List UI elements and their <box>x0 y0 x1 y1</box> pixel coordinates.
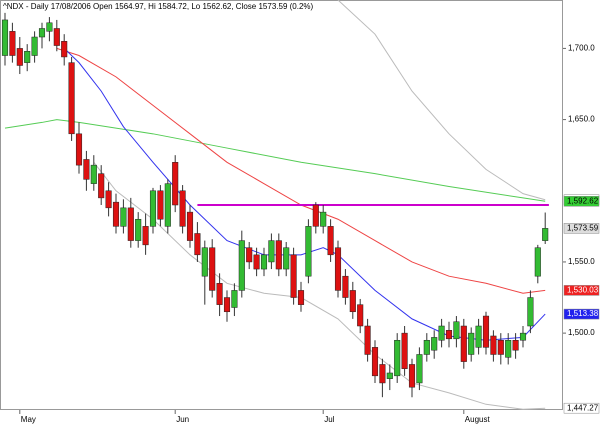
x-tick-label: August <box>465 415 491 424</box>
candle-body <box>24 51 31 63</box>
candle-body <box>260 254 268 270</box>
x-tick-label: Jun <box>176 415 189 424</box>
x-tick-label: May <box>21 415 36 424</box>
candle-body <box>312 204 319 227</box>
y-tick-label: 1,500.0 <box>568 328 595 337</box>
candle-body <box>90 164 97 184</box>
candle-body <box>334 247 342 291</box>
candle-body <box>16 48 23 66</box>
y-tick-label: 1,650.0 <box>568 115 595 124</box>
candle-body <box>172 162 179 206</box>
candle-body <box>216 283 223 305</box>
candle-body <box>149 190 157 227</box>
candle-body <box>268 240 275 263</box>
candle-body <box>320 211 327 227</box>
candle-body <box>327 226 334 256</box>
candle-body <box>31 36 38 56</box>
candle-body <box>394 339 401 377</box>
candle-body <box>416 354 423 384</box>
candle-body <box>61 41 68 58</box>
price-label-box <box>563 223 600 234</box>
y-tick-label: 1,700.0 <box>568 44 595 53</box>
candle-body <box>438 325 445 341</box>
candle-body <box>194 233 201 256</box>
candle-body <box>75 133 83 166</box>
candle-body <box>445 330 453 340</box>
candle-body <box>527 297 534 327</box>
candle-body <box>423 339 430 355</box>
candle-body <box>490 335 497 355</box>
candle-body <box>53 28 60 46</box>
candle-body <box>209 247 216 291</box>
candle-body <box>519 332 527 341</box>
candle-body <box>379 364 386 384</box>
candle-body <box>38 28 46 38</box>
candle-body <box>231 290 238 308</box>
candle-body <box>364 325 371 355</box>
candle-body <box>275 240 282 270</box>
candle-body <box>238 240 245 291</box>
x-tick-label: Jul <box>324 415 334 424</box>
price-label-box <box>563 285 600 296</box>
price-label: 1,592.62 <box>567 196 599 205</box>
candle-body <box>349 290 356 313</box>
moving-average <box>337 0 546 201</box>
candle-body <box>201 247 208 277</box>
candle-body <box>371 347 379 377</box>
candle-body <box>127 207 134 241</box>
moving-average <box>93 161 546 410</box>
price-label: 1,447.27 <box>567 403 599 412</box>
price-label: 1,573.59 <box>567 223 599 232</box>
candle-body <box>105 190 112 209</box>
candle-body <box>401 332 408 369</box>
candle-body <box>542 228 549 241</box>
chart-title: ^NDX - Daily 17/08/2006 Open 1564.97, Hi… <box>3 2 314 11</box>
candle-body <box>1 19 9 56</box>
candle-body <box>142 226 149 246</box>
candle-body <box>120 207 127 227</box>
candle-body <box>460 325 467 362</box>
candle-body <box>468 332 475 355</box>
candle-body <box>112 201 120 227</box>
price-label: 1,530.03 <box>567 285 599 294</box>
candle-body <box>223 297 231 313</box>
candle-body <box>475 325 482 348</box>
candle-body <box>9 31 16 56</box>
price-label-box <box>563 402 600 414</box>
candle-body <box>342 275 349 298</box>
candle-body <box>46 22 53 32</box>
candle-body <box>164 183 171 227</box>
candle-body <box>386 372 393 379</box>
moving-average <box>4 119 546 202</box>
candle-body <box>431 337 438 351</box>
candle-body <box>135 218 142 241</box>
price-label: 1,513.38 <box>567 309 599 318</box>
candle-body <box>68 62 75 135</box>
candle-body <box>179 190 186 227</box>
candle-body <box>253 254 260 270</box>
candle-body <box>290 254 297 298</box>
candle-body <box>408 364 416 388</box>
y-tick-label: 1,550.0 <box>568 257 595 266</box>
candle-body <box>357 304 364 327</box>
candle-body <box>453 321 460 340</box>
candle-body <box>186 211 194 241</box>
candle-body <box>505 339 512 358</box>
candle-body <box>83 159 90 180</box>
candle-body <box>534 247 541 277</box>
candle-body <box>512 339 519 351</box>
candle-body <box>305 226 312 277</box>
candle-body <box>482 315 490 348</box>
candle-body <box>246 247 253 263</box>
candle-body <box>98 173 105 199</box>
candle-body <box>297 290 305 305</box>
price-label-box <box>563 196 600 207</box>
price-label-box <box>563 308 600 320</box>
candle-body <box>497 339 504 355</box>
candle-body <box>283 247 290 270</box>
candle-body <box>157 190 164 220</box>
